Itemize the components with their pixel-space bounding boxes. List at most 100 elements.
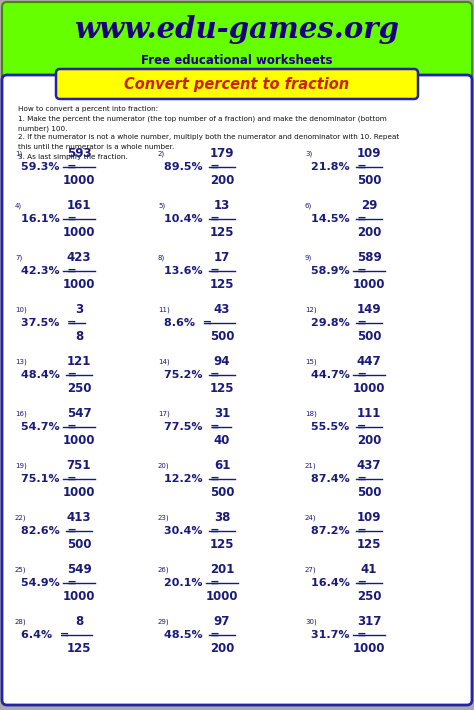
Text: 26): 26): [158, 567, 170, 573]
Text: 200: 200: [210, 174, 234, 187]
Text: 37.5%  =: 37.5% =: [21, 318, 76, 328]
Text: 12.2%  =: 12.2% =: [164, 474, 219, 484]
Text: 125: 125: [67, 642, 91, 655]
Text: 19): 19): [15, 462, 27, 469]
Text: 500: 500: [357, 486, 381, 499]
Text: this until the numerator is a whole number.: this until the numerator is a whole numb…: [18, 144, 174, 150]
Text: 200: 200: [357, 434, 381, 447]
Text: 437: 437: [357, 459, 381, 472]
Text: 2. If the numerator is not a whole number, multiply both the numerator and denom: 2. If the numerator is not a whole numbe…: [18, 134, 399, 141]
Text: 29.8%  =: 29.8% =: [311, 318, 367, 328]
Text: 89.5%  =: 89.5% =: [164, 162, 219, 172]
Text: 1. Make the percent the numerator (the top number of a fraction) and make the de: 1. Make the percent the numerator (the t…: [18, 116, 387, 122]
Text: 18): 18): [305, 410, 317, 417]
Text: 16): 16): [15, 410, 27, 417]
Text: 11): 11): [158, 307, 170, 313]
Text: 1000: 1000: [63, 486, 95, 499]
Text: 250: 250: [67, 382, 91, 395]
Text: 44.7%  =: 44.7% =: [311, 370, 367, 380]
Text: 17): 17): [158, 410, 170, 417]
Text: 75.1%  =: 75.1% =: [21, 474, 76, 484]
Text: 1000: 1000: [353, 278, 385, 291]
Text: 1000: 1000: [353, 642, 385, 655]
Text: 500: 500: [67, 538, 91, 551]
Text: 23): 23): [158, 515, 170, 521]
Text: www.edu-games.org: www.edu-games.org: [74, 15, 400, 44]
Text: 125: 125: [210, 226, 234, 239]
Text: 54.9%  =: 54.9% =: [21, 578, 77, 588]
Text: 1000: 1000: [63, 278, 95, 291]
Text: 14): 14): [158, 359, 170, 365]
Text: 2): 2): [158, 151, 165, 157]
Text: 48.5%  =: 48.5% =: [164, 630, 219, 640]
Text: 200: 200: [357, 226, 381, 239]
Text: 161: 161: [67, 199, 91, 212]
Text: 14.5%  =: 14.5% =: [311, 214, 366, 224]
Text: number) 100.: number) 100.: [18, 125, 67, 131]
Text: Free educational worksheets: Free educational worksheets: [141, 53, 333, 67]
Text: 42.3%  =: 42.3% =: [21, 266, 77, 276]
Text: 8: 8: [75, 615, 83, 628]
Text: Convert percent to fraction: Convert percent to fraction: [125, 77, 349, 92]
Text: 94: 94: [214, 355, 230, 368]
Text: 1000: 1000: [206, 590, 238, 603]
Text: 1000: 1000: [353, 382, 385, 395]
Text: 3. As last simplify the fraction.: 3. As last simplify the fraction.: [18, 153, 128, 160]
Text: 29): 29): [158, 618, 170, 625]
Text: 125: 125: [210, 278, 234, 291]
Text: 9): 9): [305, 254, 312, 261]
Text: 20): 20): [158, 462, 170, 469]
Text: 149: 149: [357, 303, 381, 316]
Text: 41: 41: [361, 563, 377, 576]
Text: 250: 250: [357, 590, 381, 603]
Text: 27): 27): [305, 567, 317, 573]
Text: 13: 13: [214, 199, 230, 212]
Text: 24): 24): [305, 515, 317, 521]
Text: 1000: 1000: [63, 434, 95, 447]
Text: 6): 6): [305, 202, 312, 209]
Text: 109: 109: [357, 147, 381, 160]
Text: 423: 423: [67, 251, 91, 264]
Text: 28): 28): [15, 618, 27, 625]
Text: 8: 8: [75, 330, 83, 343]
Text: 3): 3): [305, 151, 312, 157]
Text: 593: 593: [67, 147, 91, 160]
Text: 87.2%  =: 87.2% =: [311, 526, 366, 536]
Text: 22): 22): [15, 515, 27, 521]
Text: 16.1%  =: 16.1% =: [21, 214, 77, 224]
FancyBboxPatch shape: [2, 75, 472, 705]
Text: How to convert a percent into fraction:: How to convert a percent into fraction:: [18, 106, 158, 112]
Text: 125: 125: [210, 382, 234, 395]
Text: 1): 1): [15, 151, 22, 157]
Text: 109: 109: [357, 511, 381, 524]
Text: 1000: 1000: [63, 174, 95, 187]
Text: 201: 201: [210, 563, 234, 576]
Text: 40: 40: [214, 434, 230, 447]
Text: 125: 125: [357, 538, 381, 551]
Text: 7): 7): [15, 254, 22, 261]
Text: 1000: 1000: [63, 590, 95, 603]
Text: 97: 97: [214, 615, 230, 628]
Text: 4): 4): [15, 202, 22, 209]
Text: 31.7%  =: 31.7% =: [311, 630, 366, 640]
Text: 29: 29: [361, 199, 377, 212]
Text: 54.7%  =: 54.7% =: [21, 422, 77, 432]
FancyBboxPatch shape: [56, 69, 418, 99]
Text: 17: 17: [214, 251, 230, 264]
Text: 15): 15): [305, 359, 317, 365]
Text: 21): 21): [305, 462, 317, 469]
Text: 20.1%  =: 20.1% =: [164, 578, 219, 588]
Text: 30.4%  =: 30.4% =: [164, 526, 219, 536]
Text: 8.6%  =: 8.6% =: [164, 318, 212, 328]
Text: 10.4%  =: 10.4% =: [164, 214, 219, 224]
Text: 549: 549: [67, 563, 91, 576]
Text: 21.8%  =: 21.8% =: [311, 162, 366, 172]
Text: 1000: 1000: [63, 226, 95, 239]
Text: 38: 38: [214, 511, 230, 524]
Text: 82.6%  =: 82.6% =: [21, 526, 77, 536]
Text: 500: 500: [210, 330, 234, 343]
Text: 55.5%  =: 55.5% =: [311, 422, 366, 432]
Text: 13.6%  =: 13.6% =: [164, 266, 219, 276]
Text: 25): 25): [15, 567, 27, 573]
Text: 111: 111: [357, 407, 381, 420]
